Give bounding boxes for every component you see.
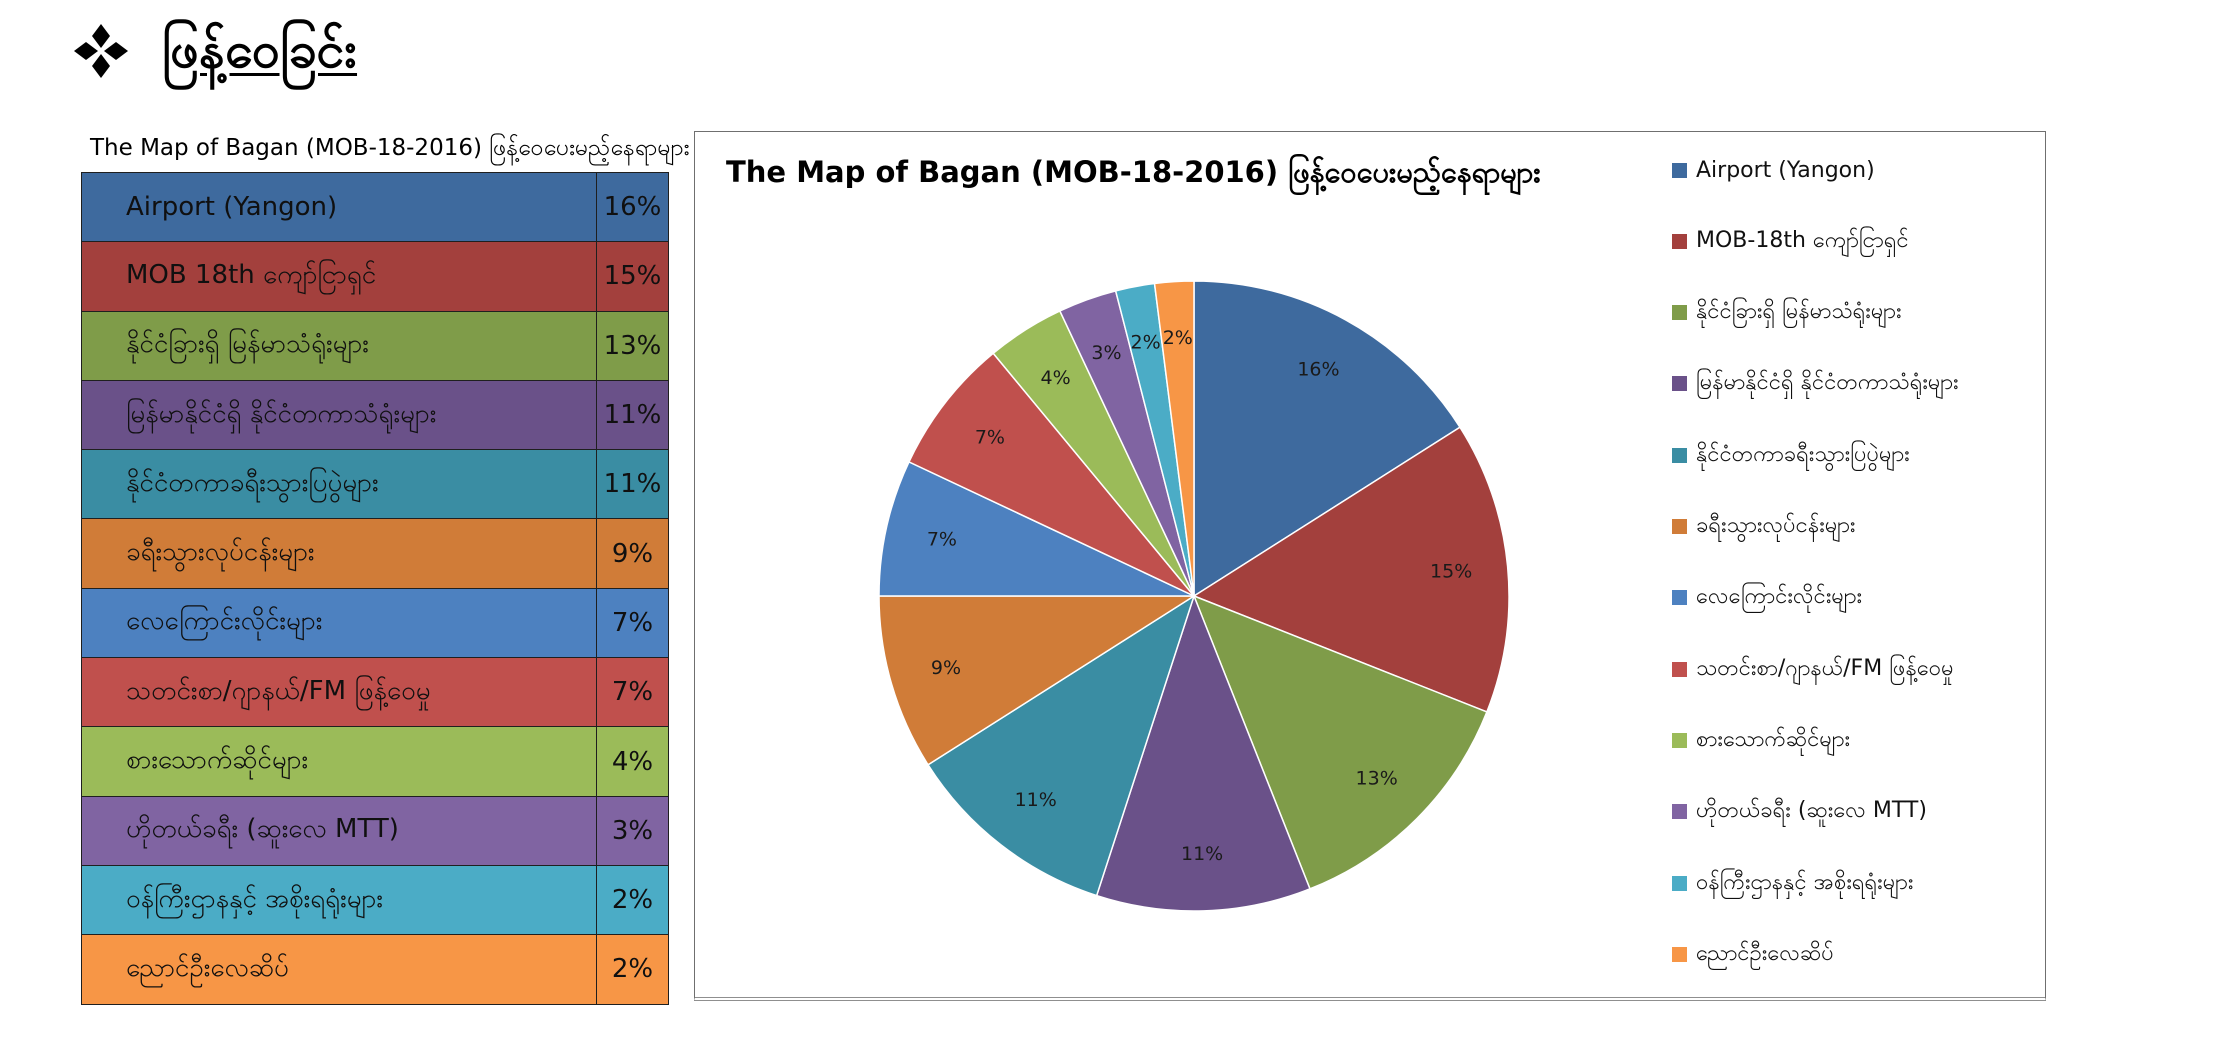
pie-slice — [1153, 280, 1195, 597]
table-row-percent: 9% — [596, 518, 669, 589]
distribution-table: Airport (Yangon) 16% MOB 18th ကျော်ငြာရှင်… — [81, 171, 669, 1005]
table-row: နိုင်ငံတကာခရီးသွားပြပွဲများ 11% — [81, 449, 669, 520]
pie-data-label: 3% — [1091, 342, 1121, 364]
pie-data-label: 11% — [1015, 789, 1057, 811]
page-heading: ဖြန့်ဝေခြင်း — [162, 21, 358, 79]
table-row: Airport (Yangon) 16% — [81, 171, 669, 243]
legend-item: ညောင်ဦးလေဆိပ် — [1672, 936, 1834, 972]
legend-swatch — [1672, 447, 1687, 463]
legend-swatch — [1672, 376, 1687, 392]
table-row-label: သတင်းစာ/ဂျာနယ်/FM ဖြန့်ဝေမှု — [81, 657, 597, 728]
legend-swatch — [1672, 519, 1687, 534]
legend-label: စားသောက်ဆိုင်များ — [1696, 726, 1851, 752]
pie-data-label: 7% — [927, 529, 957, 551]
legend-label: ဟိုတယ်ခရီး (ဆူးလေ MTT) — [1696, 798, 1927, 824]
pie-slice — [1192, 426, 1510, 713]
legend-label: မြန်မာနိုင်ငံရှိ နိုင်ငံတကာသံရုံးများ — [1696, 370, 1959, 396]
table-row-percent: 7% — [596, 587, 669, 659]
legend-label: ဝန်ကြီးဌာနနှင့် အစိုးရရုံးများ — [1696, 869, 1914, 895]
legend-item: စားသောက်ဆိုင်များ — [1672, 722, 1850, 758]
pie-data-label: 7% — [975, 427, 1005, 449]
legend-label: နိုင်ငံခြားရှိ မြန်မာသံရုံးများ — [1696, 299, 1902, 325]
pie-slice — [878, 460, 1195, 597]
table-row: ဝန်ကြီးဌာနနှင့် အစိုးရရုံးများ 2% — [81, 864, 669, 936]
legend-item: Airport (Yangon) — [1672, 152, 1875, 188]
legend-swatch — [1672, 661, 1687, 677]
table-row: ညောင်ဦးလေဆိပ် 2% — [81, 934, 669, 1005]
pie-slice — [1192, 594, 1488, 890]
pie-data-label: 15% — [1430, 561, 1472, 583]
legend-swatch — [1672, 946, 1687, 962]
legend-swatch — [1672, 162, 1687, 178]
table-row-percent: 2% — [596, 934, 669, 1005]
pie-data-label: 9% — [931, 657, 961, 679]
pie-slice — [1193, 280, 1461, 598]
legend-label: သတင်းစာ/ဂျာနယ်/FM ဖြန့်ဝေမှု — [1696, 655, 1954, 681]
legend-swatch — [1672, 875, 1687, 891]
pie-data-label: 11% — [1181, 843, 1223, 865]
table-row-label: နိုင်ငံတကာခရီးသွားပြပွဲများ — [81, 449, 597, 520]
table-row: သတင်းစာ/ဂျာနယ်/FM ဖြန့်ဝေမှု 7% — [81, 657, 669, 728]
legend-swatch — [1672, 590, 1687, 606]
legend-swatch — [1672, 804, 1687, 820]
table-row-label: ခရီးသွားလုပ်ငန်းများ — [81, 518, 597, 589]
table-row-label: ဝန်ကြီးဌာနနှင့် အစိုးရရုံးများ — [81, 864, 597, 936]
table-row-percent: 2% — [596, 864, 669, 936]
legend-item: မြန်မာနိုင်ငံရှိ နိုင်ငံတကာသံရုံးများ — [1672, 366, 1959, 402]
table-row-percent: 16% — [596, 171, 669, 243]
four-diamond-bullet-icon — [74, 24, 128, 78]
table-row-percent: 7% — [596, 657, 669, 728]
pie-slice — [907, 352, 1195, 597]
table-row-label: မြန်မာနိုင်ငံရှိ နိုင်ငံတကာသံရုံးများ — [81, 379, 597, 451]
pie-data-label: 16% — [1297, 359, 1339, 381]
table-row-label: MOB 18th ကျော်ငြာရှင် — [81, 241, 597, 312]
table-row: နိုင်ငံခြားရှိ မြန်မာသံရုံးများ 13% — [81, 310, 669, 381]
legend-label: နိုင်ငံတကာခရီးသွားပြပွဲများ — [1696, 441, 1910, 467]
legend-item: နိုင်ငံတကာခရီးသွားပြပွဲများ — [1672, 437, 1910, 473]
legend-swatch — [1672, 732, 1687, 748]
pie-slice — [878, 595, 1197, 766]
chart-title: The Map of Bagan (MOB-18-2016) ဖြန့်ဝေပေ… — [726, 155, 1541, 189]
legend-swatch — [1672, 233, 1687, 249]
table-row-label: နိုင်ငံခြားရှိ မြန်မာသံရုံးများ — [81, 310, 597, 381]
legend-label: လေကြောင်းလိုင်းများ — [1696, 584, 1863, 610]
legend-item: ဝန်ကြီးဌာနနှင့် အစိုးရရုံးများ — [1672, 865, 1913, 901]
legend-label: ခရီးသွားလုပ်ငန်းများ — [1696, 513, 1856, 538]
table-row-percent: 15% — [596, 241, 669, 312]
table-row-label: ညောင်ဦးလေဆိပ် — [81, 934, 597, 1005]
table-row: ခရီးသွားလုပ်ငန်းများ 9% — [81, 518, 669, 589]
legend-item: လေကြောင်းလိုင်းများ — [1672, 580, 1862, 616]
legend-item: ခရီးသွားလုပ်ငန်းများ — [1672, 509, 1856, 545]
legend-swatch — [1672, 305, 1687, 321]
table-row: MOB 18th ကျော်ငြာရှင် 15% — [81, 241, 669, 312]
table-row-percent: 13% — [596, 310, 669, 381]
legend-item: သတင်းစာ/ဂျာနယ်/FM ဖြန့်ဝေမှု — [1672, 651, 1954, 687]
table-row-percent: 4% — [596, 726, 669, 797]
pie-data-label: 4% — [1041, 367, 1071, 389]
table-row-label: စားသောက်ဆိုင်များ — [81, 726, 597, 797]
table-row: စားသောက်ဆိုင်များ 4% — [81, 726, 669, 797]
pie-data-label: 2% — [1163, 327, 1193, 349]
legend-item: MOB-18th ကျော်ငြာရှင် — [1672, 223, 1909, 259]
table-row-percent: 11% — [596, 449, 669, 520]
table-caption: The Map of Bagan (MOB-18-2016) ဖြန့်ဝေပေ… — [90, 135, 690, 161]
legend-label: Airport (Yangon) — [1696, 157, 1875, 183]
legend-item: နိုင်ငံခြားရှိ မြန်မာသံရုံးများ — [1672, 295, 1902, 331]
legend-item: ဟိုတယ်ခရီး (ဆူးလေ MTT) — [1672, 794, 1927, 830]
legend-label: ညောင်ဦးလေဆိပ် — [1696, 940, 1834, 966]
table-row: မြန်မာနိုင်ငံရှိ နိုင်ငံတကာသံရုံးများ 11% — [81, 379, 669, 451]
legend-label: MOB-18th ကျော်ငြာရှင် — [1696, 227, 1909, 253]
pie-data-label: 2% — [1131, 331, 1161, 353]
table-row: လေကြောင်းလိုင်းများ 7% — [81, 587, 669, 659]
chart-frame — [694, 131, 2046, 1001]
table-row-percent: 3% — [596, 795, 669, 866]
pie-slice — [1095, 593, 1311, 912]
pie-slice — [927, 594, 1196, 897]
pie-data-label: 13% — [1356, 768, 1398, 790]
